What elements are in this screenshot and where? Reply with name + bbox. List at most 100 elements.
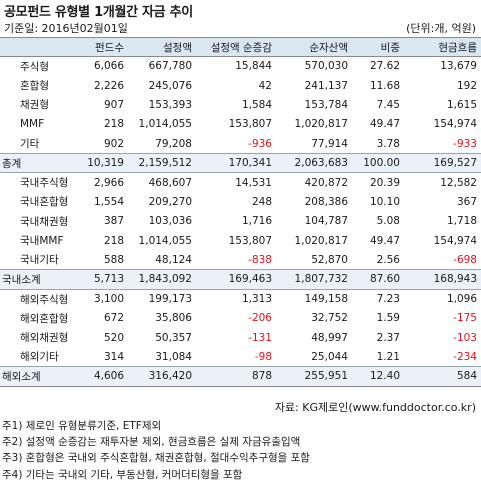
table-cell: 100.00 [352,152,404,174]
table-cell: -698 [453,253,477,266]
table-cell: 1,615 [446,98,477,111]
row-label: 해외기타 [20,351,59,364]
table-row: 국내주식형 2,966 468,607 14,531 420,872 20.39 12,58… [0,173,481,192]
table-cell: 7.23 [376,293,400,306]
table-row: 채권형 907 153,393 1,584 153,784 7.45 1,615 [0,95,481,114]
table-cell: 1,843,092 [128,269,196,290]
table-cell: -175 [453,312,477,325]
table-cell: 10.10 [369,195,400,208]
table-cell: 316,420 [128,366,196,387]
table-cell: 208,386 [304,195,348,208]
row-label: 해외소계 [0,366,72,387]
footnote: 주3) 혼합형은 국내외 주식혼합형, 채권혼합형, 절대수익추구형을 포함 [2,452,310,465]
table-cell: 199,173 [148,293,192,306]
table-cell: 27.62 [369,60,400,73]
table-cell: 42 [258,79,272,92]
table-cell: 49.47 [369,118,400,131]
table-cell: 314 [103,350,124,363]
table-cell: 1,014,055 [138,234,192,247]
table-cell: 209,270 [148,195,192,208]
table-row: 국내기타 588 48,124 -838 52,870 2.56 -698 [0,250,481,269]
table-cell: 3.78 [376,137,400,150]
table-cell: 4,606 [72,366,128,387]
table-row: 해외기타 314 31,084 -98 25,044 1.21 -234 [0,347,481,366]
table-cell: 169,527 [404,152,481,174]
table-cell: 1,014,055 [138,118,192,131]
table-cell: 10,319 [72,152,128,174]
table-cell: 153,807 [228,118,272,131]
table-cell: 168,943 [404,269,481,290]
table-cell: 3,100 [93,293,124,306]
table-cell: 1.21 [376,350,400,363]
row-label: 국내채권형 [20,215,69,228]
table-cell: 468,607 [148,176,192,189]
meta-row: 기준일: 2016년02월01일 (단위:개, 억원) [0,20,481,36]
table-cell: 2.37 [376,331,400,344]
table-cell: 153,784 [304,98,348,111]
table-cell: 1,584 [241,98,272,111]
row-label: 기타 [20,138,40,150]
table-cell: 170,341 [196,152,276,174]
table-cell: 218 [103,234,124,247]
table-cell: 25,044 [311,350,348,363]
header-cell [0,37,72,57]
table-cell: 241,137 [304,79,348,92]
table-cell: 14,531 [235,176,272,189]
table-cell: 153,393 [148,98,192,111]
table-cell: 149,158 [304,293,348,306]
header-cell: 펀드수 [72,37,128,57]
table-cell: 667,780 [148,60,192,73]
header-cell: 설정액 순증감 [196,37,276,57]
footnote: 주4) 기타는 국내외 기타, 부동산형, 커머더티형을 포함 [2,468,243,481]
table-cell: -103 [453,331,477,344]
row-label: 국내혼합형 [20,196,69,209]
table-cell: 31,084 [155,350,192,363]
table-cell: 12,582 [440,176,477,189]
table-cell: 902 [103,137,124,150]
table-cell: 1,313 [241,293,272,306]
table-row: 주식형 6,066 667,780 15,844 570,030 27.62 13,679 [0,57,481,76]
table-cell: 1,020,817 [294,118,348,131]
table-cell: 48,124 [155,253,192,266]
table-cell: 48,997 [311,331,348,344]
header-row: 펀드수 설정액 설정액 순증감 순자산액 비중 현금흐름 [0,37,481,57]
row-label: 국내소계 [0,269,72,290]
table-cell: -933 [453,137,477,150]
table-cell: 1,807,732 [276,269,352,290]
table-cell: 2,226 [93,79,124,92]
table-cell: 154,974 [433,234,477,247]
table-row: 국내혼합형 1,554 209,270 248 208,386 10.10 367 [0,192,481,211]
table-cell: 35,806 [155,312,192,325]
table-cell: 672 [103,312,124,325]
table-cell: 2,159,512 [128,152,196,174]
row-label: 총계 [0,152,72,174]
source-note: 자료: KG제로인(www.funddoctor.co.kr) [274,401,476,414]
header-cell: 순자산액 [276,37,352,57]
table-cell: 103,036 [148,215,192,228]
table-cell: 520 [103,331,124,344]
table-cell: 367 [456,195,477,208]
table-cell: 1,554 [93,195,124,208]
table-cell: 1,716 [241,215,272,228]
table-cell: 20.39 [369,176,400,189]
table-cell: 154,974 [433,118,477,131]
table-cell: -131 [248,331,272,344]
footnote: 주1) 제로인 유형분류기준, ETF제외 [2,420,162,432]
footnotes: 주1) 제로인 유형분류기준, ETF제외 주2) 설정액 순증감는 재투자분 … [2,418,310,483]
base-date: 기준일: 2016년02월01일 [4,22,128,35]
header-cell: 비중 [352,37,404,57]
row-label: 주식형 [20,60,49,73]
row-label: 혼합형 [20,80,49,93]
table-cell: 52,870 [311,253,348,266]
table-cell: 907 [103,98,124,111]
table-cell: 169,463 [196,269,276,290]
row-label: 국내주식형 [20,177,69,190]
table-cell: 248 [251,195,272,208]
table-cell: 32,752 [311,312,348,325]
table-cell: 2.56 [376,253,400,266]
table-cell: 77,914 [311,137,348,150]
table-cell: 5,713 [72,269,128,290]
table-cell: 15,844 [235,60,272,73]
table-cell: 192 [456,79,477,92]
table-cell: -234 [453,350,477,363]
